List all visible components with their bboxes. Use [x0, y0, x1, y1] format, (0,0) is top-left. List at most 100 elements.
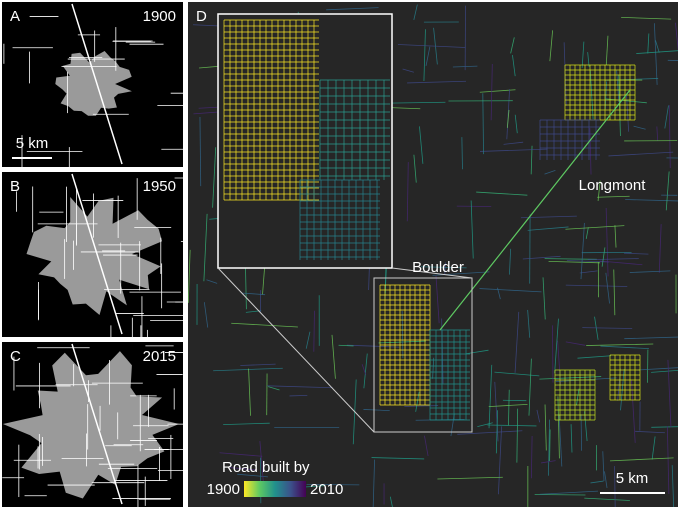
road — [636, 50, 678, 54]
legend-colorbar — [244, 481, 306, 497]
road — [488, 403, 528, 408]
road — [668, 105, 671, 169]
road — [554, 318, 559, 374]
road — [363, 353, 368, 389]
road — [71, 173, 123, 335]
road — [424, 435, 429, 457]
road — [667, 59, 678, 61]
road — [494, 371, 540, 377]
road — [590, 480, 604, 484]
road — [629, 270, 671, 273]
road — [313, 310, 315, 352]
road — [624, 336, 678, 340]
zoom-box — [373, 277, 473, 433]
road — [605, 35, 609, 66]
road — [548, 419, 550, 476]
road — [413, 154, 417, 183]
road — [637, 367, 678, 371]
road — [457, 430, 523, 435]
road — [490, 64, 493, 121]
road — [423, 29, 426, 82]
road — [212, 147, 217, 208]
road — [363, 409, 390, 412]
road — [498, 426, 503, 495]
road — [605, 207, 609, 277]
urban-area — [26, 197, 163, 315]
road — [539, 490, 598, 495]
scale-label: 5 km — [616, 470, 649, 487]
road — [509, 248, 512, 275]
road — [259, 441, 264, 483]
road — [527, 309, 531, 338]
road — [444, 262, 446, 275]
road — [666, 426, 670, 495]
place-label: Boulder — [412, 259, 464, 276]
road — [614, 466, 616, 507]
road — [516, 408, 519, 463]
road — [527, 226, 569, 231]
road — [656, 126, 659, 141]
road — [565, 341, 586, 346]
zoom-line — [217, 267, 375, 433]
road — [71, 3, 123, 165]
road — [432, 271, 490, 276]
road — [602, 451, 605, 482]
road — [437, 476, 503, 480]
road — [331, 334, 336, 379]
road — [203, 302, 209, 328]
road — [541, 460, 556, 464]
road — [361, 364, 367, 376]
road — [582, 327, 633, 329]
road — [557, 396, 560, 459]
road — [655, 40, 660, 53]
road — [372, 459, 375, 507]
road — [587, 52, 590, 67]
road — [651, 369, 678, 373]
panel-label: B — [10, 178, 20, 195]
road — [549, 30, 554, 62]
road — [248, 368, 251, 416]
road — [404, 405, 439, 407]
road — [616, 70, 620, 102]
road — [544, 258, 597, 260]
road — [576, 388, 580, 406]
road — [549, 429, 551, 462]
road — [389, 496, 393, 507]
road — [71, 343, 123, 505]
road — [477, 422, 493, 428]
road — [604, 471, 608, 489]
road — [461, 137, 463, 170]
road — [544, 404, 547, 451]
road — [480, 148, 548, 152]
road — [229, 467, 257, 471]
road — [432, 357, 435, 379]
road — [479, 288, 542, 293]
road — [552, 325, 554, 383]
road — [482, 93, 484, 155]
road — [599, 260, 643, 266]
road — [512, 55, 516, 77]
road — [536, 409, 541, 423]
road — [631, 380, 636, 443]
road — [610, 457, 674, 462]
panel-label: D — [196, 8, 207, 25]
road — [658, 224, 662, 273]
road — [665, 171, 670, 211]
road — [597, 195, 630, 198]
road — [651, 426, 678, 428]
road — [667, 359, 672, 428]
road — [613, 269, 616, 316]
year-label: 1900 — [143, 8, 176, 25]
legend-title: Road built by — [222, 459, 310, 476]
year-label: 1950 — [143, 178, 176, 195]
road — [666, 157, 678, 159]
road — [633, 125, 646, 130]
scale-label: 5 km — [16, 135, 49, 152]
road — [548, 260, 601, 264]
road — [675, 22, 678, 52]
road — [565, 284, 628, 287]
road — [506, 109, 510, 128]
road — [397, 44, 466, 48]
road — [647, 33, 650, 54]
